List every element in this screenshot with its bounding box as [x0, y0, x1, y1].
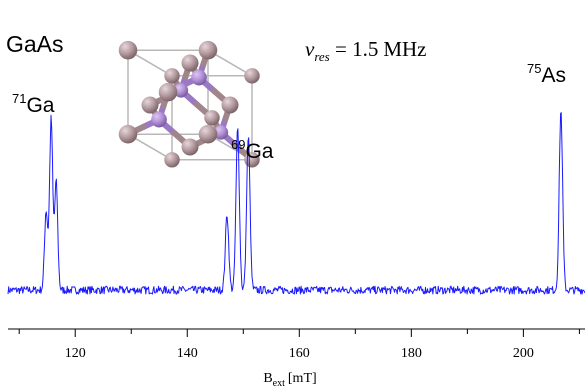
x-axis-label-unit: [mT]: [288, 371, 317, 386]
ga-atom: [221, 96, 239, 114]
equals-sign: =: [330, 37, 352, 61]
sample-label: GaAs: [6, 31, 64, 57]
peak-label-69ga-mass: 69: [231, 137, 245, 152]
ga-atom: [158, 82, 178, 102]
ga-atom: [141, 96, 159, 114]
peak-label-75as-element: As: [541, 64, 566, 87]
peak-label-71ga: 71Ga: [12, 91, 55, 117]
ga-atom: [198, 40, 218, 60]
peak-label-75as: 75As: [527, 61, 566, 87]
x-tick-label: 140: [177, 346, 198, 361]
gaas-crystal-structure: [118, 40, 260, 168]
ga-atom: [164, 152, 180, 168]
peak-label-75as-mass: 75: [527, 61, 541, 76]
x-axis-label-base: B: [263, 371, 272, 386]
x-tick-label: 160: [289, 346, 310, 361]
ga-atom: [244, 68, 260, 84]
x-axis-label: Bext [mT]: [263, 371, 316, 389]
spectrum-series-line: [7, 112, 585, 295]
ga-atom: [244, 152, 260, 168]
as-atom: [213, 125, 229, 140]
peak-label-69ga-element: Ga: [245, 140, 273, 163]
nu-subscript: res: [314, 49, 329, 64]
x-ticks: 120 140 160 180 200: [18, 329, 580, 361]
nu-symbol: ν: [305, 37, 315, 61]
ga-atom: [164, 68, 180, 84]
x-tick-label: 200: [513, 346, 534, 361]
x-axis: 120 140 160 180 200: [8, 328, 585, 361]
x-axis-label-subscript: ext: [273, 378, 285, 389]
as-atom: [151, 111, 167, 128]
as-atom: [191, 69, 207, 86]
frequency-unit: MHz: [383, 37, 426, 61]
peak-annotations: 71Ga 69Ga 75As: [12, 61, 566, 163]
x-tick-label: 180: [401, 346, 422, 361]
ga-atom: [181, 54, 199, 72]
peak-label-69ga: 69Ga: [231, 137, 274, 163]
ga-atom: [181, 138, 199, 156]
frequency-value: 1.5: [352, 37, 378, 61]
ga-atom: [198, 124, 218, 144]
x-tick-label: 120: [65, 346, 86, 361]
ga-atom: [118, 124, 138, 144]
ga-atom: [204, 110, 220, 126]
resonance-frequency-label: νres = 1.5 MHz: [305, 37, 427, 64]
as-atom: [173, 83, 189, 98]
peak-label-71ga-mass: 71: [12, 91, 26, 106]
ga-atom: [118, 40, 138, 60]
peak-label-71ga-element: Ga: [26, 94, 54, 117]
